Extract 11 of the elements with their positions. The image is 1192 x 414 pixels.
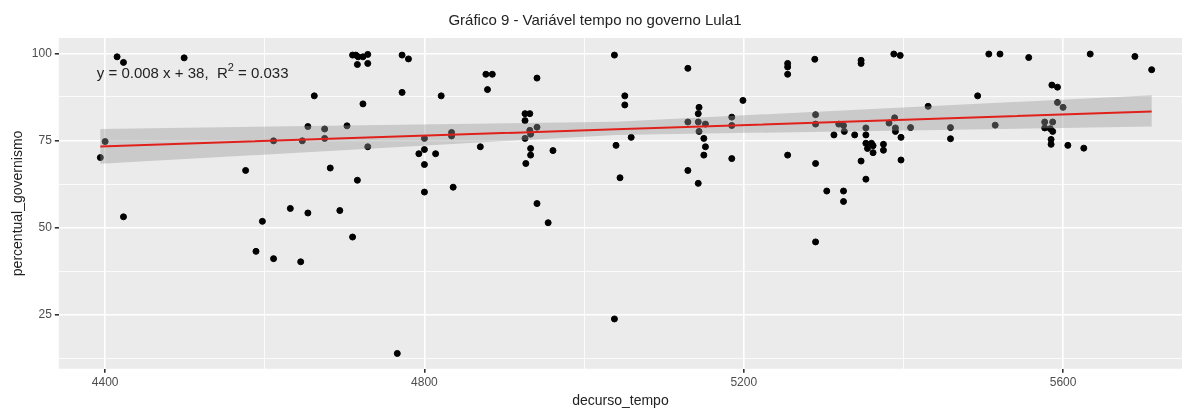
y-axis-title: percentual_governismo	[9, 130, 26, 277]
x-tick-label: 5600	[1049, 375, 1077, 390]
y-tick-label: 25	[38, 307, 53, 322]
x-tick-label: 5200	[730, 375, 758, 390]
y-tick-label: 50	[38, 219, 53, 234]
y-tick-label: 100	[31, 45, 53, 60]
x-axis-title: decurso_tempo	[572, 392, 669, 409]
x-tick-label: 4400	[91, 375, 119, 390]
y-tick-label: 75	[38, 132, 53, 147]
chart-title: Gráfico 9 - Variável tempo no governo Lula1	[448, 11, 742, 29]
x-tick-label: 4800	[411, 375, 439, 390]
